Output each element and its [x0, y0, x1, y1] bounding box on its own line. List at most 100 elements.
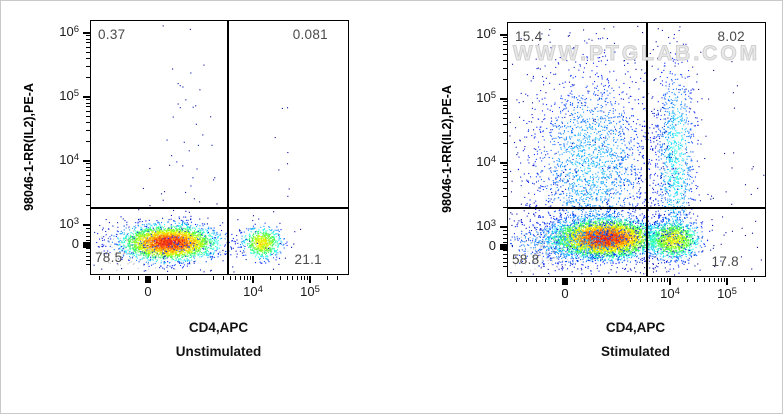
y-tick-label: 104: [476, 153, 496, 169]
x-axis-tick: [336, 276, 338, 280]
x-axis-tick: [602, 278, 604, 282]
x-axis-tick: [249, 276, 251, 280]
y-axis-tick: [86, 252, 90, 254]
x-axis-tick: [252, 276, 254, 283]
y-axis-tick: [503, 165, 507, 167]
x-axis-tick: [166, 276, 168, 280]
x-axis-tick: [545, 278, 547, 282]
x-axis-tick: [229, 276, 231, 280]
x-axis-tick: [137, 276, 139, 280]
x-axis-tick: [516, 278, 518, 282]
x-axis-tick: [717, 278, 719, 282]
y-tick-label: 104: [59, 151, 79, 167]
y-axis-tick: [86, 174, 90, 176]
y-axis-tick: [86, 240, 90, 242]
y-axis-tick: [503, 143, 507, 145]
y-axis-tick: [86, 121, 90, 123]
y-axis-tick: [86, 185, 90, 187]
y-axis-tick: [503, 234, 507, 236]
x-axis-tick: [118, 276, 120, 280]
y-axis-tick: [86, 102, 90, 104]
y-tick-label: 105: [59, 87, 79, 103]
y-axis-tick: [500, 97, 507, 100]
y-axis-tick: [86, 42, 90, 44]
x-axis-tick: [696, 278, 698, 282]
y-tick-label: 106: [476, 26, 496, 41]
y-tick-label: 105: [476, 89, 496, 105]
y-axis-tick: [86, 129, 90, 131]
x-axis-tick: [300, 276, 302, 280]
y-axis-tick: [503, 207, 507, 209]
x-axis-tick: [309, 276, 312, 283]
x-axis-title-left: CD4,APC: [188, 320, 249, 335]
x-axis-tick: [145, 276, 151, 283]
x-axis-tick: [593, 278, 595, 282]
y-axis-tick: [86, 256, 90, 258]
quadrant-gate-horizontal: [508, 207, 765, 210]
y-axis-tick: [503, 230, 507, 232]
x-axis-tick: [713, 278, 715, 282]
y-axis-tick: [503, 104, 507, 106]
y-axis-tick: [86, 141, 90, 143]
x-axis-tick: [176, 276, 178, 280]
y-axis-tick: [503, 101, 507, 103]
y-axis-tick: [86, 236, 90, 238]
y-axis-tick: [503, 40, 507, 42]
y-axis-tick: [86, 99, 90, 101]
x-axis-tick: [554, 278, 556, 282]
x-axis-tick: [535, 278, 537, 282]
x-axis-tick: [222, 276, 224, 280]
y-axis-tick: [503, 195, 507, 197]
y-axis-tick: [503, 112, 507, 114]
x-axis-tick: [583, 278, 585, 282]
y-axis-tick: [86, 166, 90, 168]
y-axis-tick: [503, 67, 507, 69]
y-axis-tick: [500, 161, 507, 164]
x-axis-tick: [269, 276, 271, 280]
y-axis-tick: [86, 65, 90, 67]
y-axis-tick: [86, 38, 90, 40]
y-axis-tick: [83, 224, 90, 226]
x-axis-tick: [306, 276, 308, 280]
x-axis-tick: [303, 276, 305, 280]
y-axis-tick: [86, 248, 90, 250]
y-axis-tick: [86, 179, 90, 181]
y-axis-tick: [503, 123, 507, 125]
quadrant-stat-upper-left: 0.37: [98, 27, 126, 42]
y-axis-tick: [86, 110, 90, 112]
quadrant-stat-lower-right: 17.8: [711, 254, 739, 269]
x-tick-label: 0: [144, 284, 152, 299]
x-axis-tick: [279, 276, 281, 280]
ptglab-watermark: WWW.PTGLAB.COM: [512, 42, 761, 66]
y-axis-tick: [503, 238, 507, 240]
y-axis-tick: [503, 250, 507, 252]
x-axis-title-right: CD4,APC: [605, 320, 666, 335]
y-axis-tick: [503, 48, 507, 50]
y-axis-tick: [86, 57, 90, 59]
x-tick-label: 104: [660, 286, 680, 301]
x-axis-tick: [646, 278, 648, 282]
x-axis-tick: [743, 278, 745, 282]
y-axis-tick: [83, 241, 90, 248]
flow-plot-stimulated: WWW.PTGLAB.COM 15.4 8.02 58.8 17.8: [507, 22, 766, 277]
x-axis-tick: [652, 278, 654, 282]
y-axis-tick: [503, 168, 507, 170]
x-axis-tick: [157, 276, 159, 280]
y-tick-label: 103: [476, 218, 496, 233]
y-axis-tick: [503, 242, 507, 244]
y-axis-tick: [86, 115, 90, 117]
x-axis-tick: [660, 278, 662, 282]
y-axis-tick: [83, 32, 90, 34]
y-axis-tick: [500, 226, 507, 228]
quadrant-stat-upper-left: 15.4: [515, 29, 543, 44]
y-axis-tick: [503, 187, 507, 189]
y-tick-label: 103: [59, 216, 79, 231]
x-axis-tick: [720, 278, 722, 282]
x-axis-tick: [574, 278, 576, 282]
y-axis-tick: [86, 205, 90, 207]
y-axis-tick: [503, 53, 507, 55]
y-axis-tick: [503, 108, 507, 110]
y-axis-tick: [86, 51, 90, 53]
y-axis-title-right: 98046-1-RR(IL2),PE-A: [440, 85, 454, 213]
